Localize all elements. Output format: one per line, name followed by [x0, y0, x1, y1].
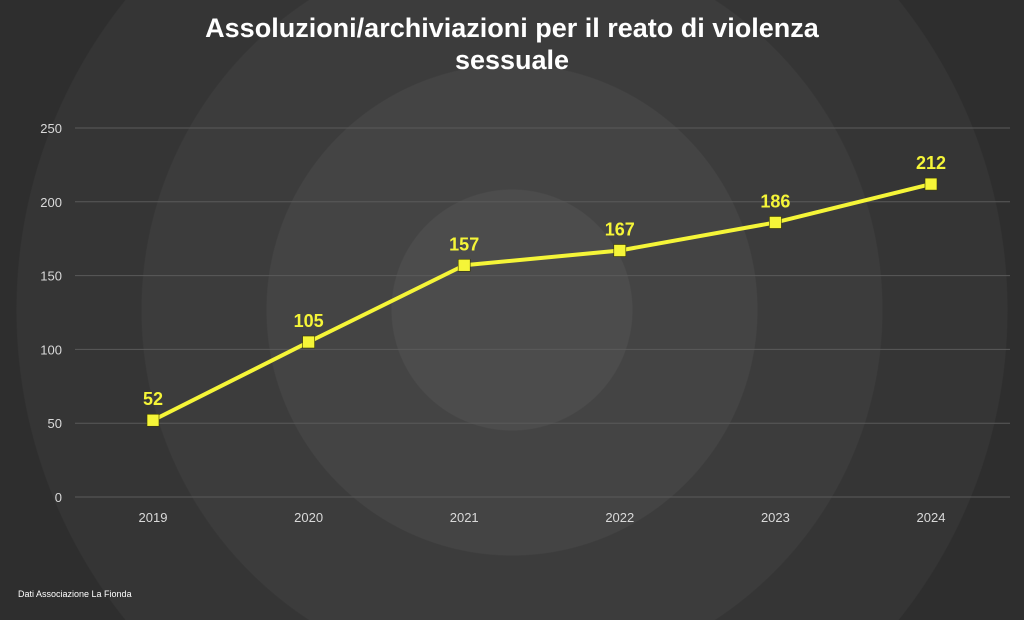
- source-note: Dati Associazione La Fionda: [18, 589, 132, 599]
- data-label-2024: 212: [916, 153, 946, 173]
- x-axis-ticks: 2019 2020 2021 2022 2023 2024: [139, 510, 946, 525]
- y-tick-label-150: 150: [40, 269, 62, 284]
- y-tick-label-0: 0: [55, 490, 62, 505]
- y-tick-label-200: 200: [40, 195, 62, 210]
- y-tick-label-50: 50: [48, 416, 62, 431]
- series-line: [151, 182, 933, 423]
- y-axis-ticks: 0 50 100 150 200 250: [40, 121, 62, 505]
- data-label-2019: 52: [143, 389, 163, 409]
- data-labels: 52 105 157 167 186 212: [143, 153, 946, 409]
- data-label-2023: 186: [760, 191, 790, 211]
- x-tick-label-2020: 2020: [294, 510, 323, 525]
- data-label-2020: 105: [294, 311, 324, 331]
- series-line-layer: [151, 182, 933, 423]
- marker-2020: [302, 335, 315, 349]
- data-label-2022: 167: [605, 220, 635, 240]
- x-tick-label-2021: 2021: [450, 510, 479, 525]
- y-tick-label-250: 250: [40, 121, 62, 136]
- chart-title-line-1: Assoluzioni/archiviazioni per il reato d…: [205, 13, 819, 43]
- x-tick-label-2023: 2023: [761, 510, 790, 525]
- gridlines: [75, 127, 1010, 498]
- marker-2021: [457, 258, 471, 272]
- x-tick-label-2019: 2019: [139, 510, 168, 525]
- x-tick-label-2024: 2024: [917, 510, 946, 525]
- chart-title-line-2: sessuale: [454, 45, 570, 75]
- marker-2023: [769, 216, 782, 229]
- markers: [146, 177, 938, 427]
- x-tick-label-2022: 2022: [605, 510, 634, 525]
- marker-2024: [924, 177, 938, 191]
- marker-2019: [146, 413, 160, 427]
- data-label-2021: 157: [449, 234, 479, 254]
- y-tick-label-100: 100: [40, 342, 62, 357]
- chart-title: Assoluzioni/archiviazioni per il reato d…: [0, 12, 1024, 76]
- marker-2022: [613, 244, 627, 257]
